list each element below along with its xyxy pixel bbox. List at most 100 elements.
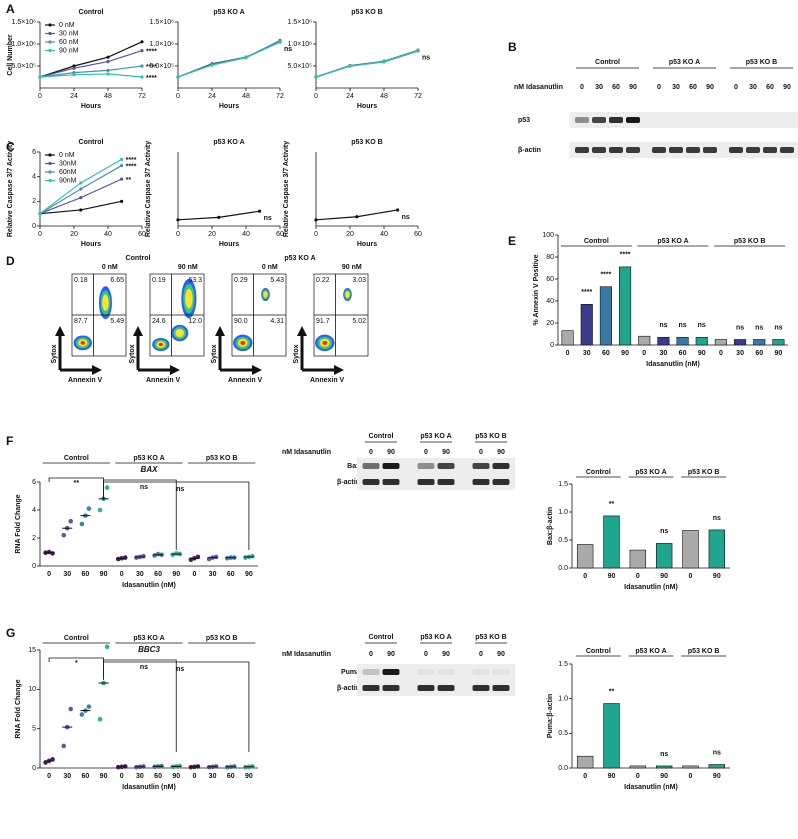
blot-band [417,479,435,485]
quadrant-value: 12.0 [188,318,202,325]
significance-label: ns [713,749,721,756]
chart-title: p53 KO A [213,139,244,146]
x-tick-label: 30 [63,571,71,578]
blot-row-label: Puma [341,669,360,676]
bar [629,549,647,569]
bar [603,515,620,569]
blot-row-label: p53 [518,117,530,124]
x-tick-label: 60 [755,350,763,357]
x-tick-label: 30 [660,350,668,357]
x-tick-label: 20 [70,231,78,238]
blot-band [362,669,380,675]
blot-dose-label: nM Idasanutlin [282,651,331,658]
blot-group-label: p53 KO A [420,634,451,641]
bar [619,266,632,346]
y-tick-label: 4 [32,507,36,514]
bar [655,543,673,569]
blot-band [609,117,623,123]
flow-density [175,328,185,338]
x-axis-label: Idasanutlin (nM) [122,582,176,589]
x-axis-label: Hours [81,241,101,248]
blot-group-label: p53 KO A [420,433,451,440]
significance-label: **** [146,48,157,55]
x-tick-label: 0 [120,571,124,578]
bar [753,339,766,346]
point [72,73,76,77]
y-axis-label: RNA Fold Change [15,679,22,738]
group-label: p53 KO A [657,238,688,245]
x-tick-label: 60 [602,350,610,357]
x-tick-label: 0 [176,93,180,100]
x-tick-label: 0 [38,231,42,238]
x-tick-label: 60 [276,231,284,238]
flow-x-arrowhead [334,365,344,375]
group-label: p53 KO B [206,635,238,642]
x-tick-label: 48 [242,93,250,100]
blot-band [417,463,435,469]
x-axis-label: Hours [219,103,239,110]
x-tick-label: 0 [176,231,180,238]
x-tick-label: 24 [208,93,216,100]
significance-label: **** [146,64,157,71]
flow-y-label: Sytox [129,344,136,363]
x-tick-label: 0 [689,773,693,780]
blot-band [437,463,455,469]
y-tick-label: 2 [32,535,36,542]
blot-band [417,669,435,675]
quadrant-value: 63.3 [188,277,202,284]
quadrant-value: 91.7 [316,318,330,325]
bar [576,544,594,569]
blot-band [492,685,510,691]
point [120,163,124,168]
series-line [39,158,122,215]
blot-band [669,147,683,153]
bar [655,765,673,769]
point [50,551,55,556]
flow-y-arrowhead [215,326,225,336]
flow-x-arrowhead [92,365,102,375]
x-tick-label: 60 [82,773,90,780]
legend-label: 0 nM [59,152,75,159]
blot-lane-label: 90 [442,449,450,456]
legend-label: 90 nM [59,47,79,54]
x-tick-label: 30 [136,773,144,780]
x-tick-label: 40 [104,231,112,238]
group-label: p53 KO A [133,635,164,642]
quadrant-value: 3.03 [352,277,366,284]
flow-density [345,291,350,298]
blot-band [729,147,743,153]
flow-y-arrowhead [133,326,143,336]
x-tick-label: 90 [608,773,616,780]
y-axis-label: Puma:β-actin [547,694,554,738]
x-tick-label: 90 [100,773,108,780]
chart-title: BBC3 [138,645,160,654]
flow-density [240,340,246,345]
bar [695,336,708,346]
blot-band [437,479,455,485]
y-tick-label: 0.0 [558,765,568,772]
point [140,49,144,53]
group-label: Control [584,238,609,245]
x-tick-label: 48 [380,93,388,100]
blot-band [609,147,623,153]
panel-letter: B [508,40,517,54]
blot-band [472,669,490,675]
blot-band [575,117,589,123]
blot-band [362,479,380,485]
significance-label: ns [660,528,668,535]
group-label: p53 KO B [206,455,238,462]
significance-label: ns [736,324,744,331]
flow-y-label: Sytox [293,344,300,363]
significance-label: ns [755,324,763,331]
blot-band [492,669,510,675]
blot-band [472,463,490,469]
blot-lane-label: 0 [479,449,483,456]
x-tick-label: 90 [245,571,253,578]
x-tick-label: 90 [608,573,616,580]
y-tick-label: 2 [32,198,36,205]
chart-title: p53 KO A [213,9,244,16]
blot-band [492,479,510,485]
bar [629,765,647,769]
quadrant-value: 4.31 [270,318,284,325]
y-tick-label: 1.0×10⁶ [288,41,313,48]
